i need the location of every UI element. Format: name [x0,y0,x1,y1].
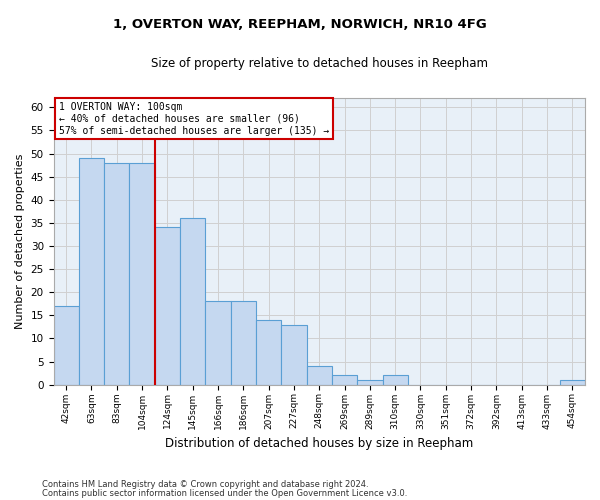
Bar [560,380,585,384]
Bar [307,366,332,384]
Bar [357,380,383,384]
Bar [53,306,79,384]
Bar [104,163,130,384]
Title: Size of property relative to detached houses in Reepham: Size of property relative to detached ho… [151,58,488,70]
Text: 1, OVERTON WAY, REEPHAM, NORWICH, NR10 4FG: 1, OVERTON WAY, REEPHAM, NORWICH, NR10 4… [113,18,487,30]
Bar [155,228,180,384]
Bar [256,320,281,384]
Y-axis label: Number of detached properties: Number of detached properties [15,154,25,329]
Bar [205,302,230,384]
Bar [332,376,357,384]
Bar [180,218,205,384]
Text: Contains public sector information licensed under the Open Government Licence v3: Contains public sector information licen… [42,488,407,498]
Text: Contains HM Land Registry data © Crown copyright and database right 2024.: Contains HM Land Registry data © Crown c… [42,480,368,489]
Bar [230,302,256,384]
Bar [383,376,408,384]
Bar [281,324,307,384]
Text: 1 OVERTON WAY: 100sqm
← 40% of detached houses are smaller (96)
57% of semi-deta: 1 OVERTON WAY: 100sqm ← 40% of detached … [59,102,329,136]
X-axis label: Distribution of detached houses by size in Reepham: Distribution of detached houses by size … [165,437,473,450]
Bar [79,158,104,384]
Bar [130,163,155,384]
